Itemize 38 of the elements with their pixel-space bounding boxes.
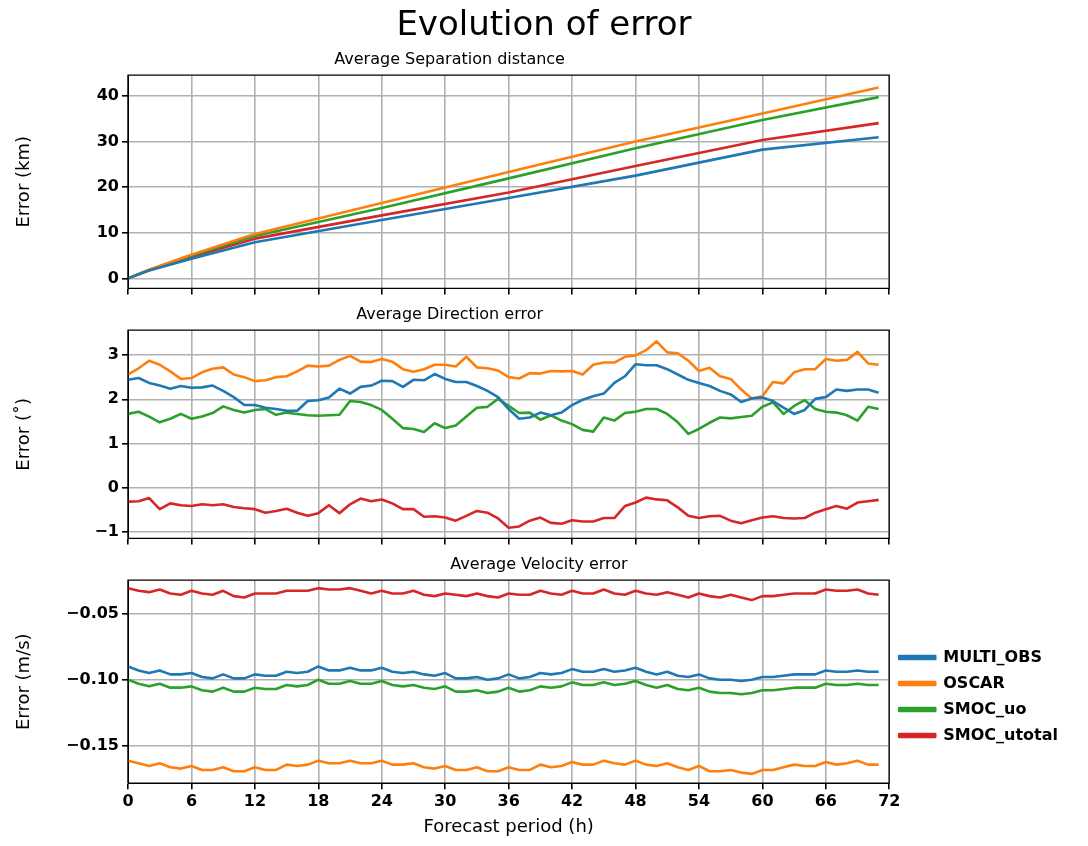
- y-tick-label: −0.05: [66, 602, 119, 622]
- y-tick-label: 40: [96, 84, 119, 104]
- y-tick-label: −0.15: [66, 735, 119, 755]
- x-tick-label: 48: [624, 790, 647, 810]
- y-axis-title: Error (˚): [12, 397, 34, 471]
- chart-title: Average Direction error: [356, 303, 544, 323]
- x-tick-label: 42: [560, 790, 584, 810]
- x-tick-label: 18: [307, 790, 330, 810]
- y-tick-label: 0: [107, 267, 119, 287]
- x-tick-label: 72: [878, 790, 901, 810]
- legend-label: OSCAR: [943, 672, 1005, 692]
- x-tick-label: 66: [814, 790, 837, 810]
- y-tick-label: −0.10: [66, 668, 119, 688]
- x-tick-label: 24: [370, 790, 393, 810]
- x-tick-label: 30: [434, 790, 457, 810]
- legend-label: MULTI_OBS: [943, 646, 1042, 666]
- y-tick-label: 0: [107, 477, 119, 497]
- legend-label: SMOC_utotal: [943, 724, 1058, 744]
- y-tick-label: 2: [107, 388, 119, 408]
- y-tick-label: 10: [96, 221, 119, 241]
- y-tick-label: 20: [96, 176, 119, 196]
- x-axis-title: Forecast period (h): [423, 814, 594, 836]
- x-tick-label: 6: [185, 790, 198, 810]
- x-tick-label: 54: [687, 790, 711, 810]
- y-tick-label: 30: [96, 130, 119, 150]
- x-tick-label: 60: [751, 790, 774, 810]
- text: Evolution of error: [395, 2, 693, 45]
- y-axis-title: Error (m/s): [12, 633, 34, 731]
- y-tick-label: 3: [107, 344, 119, 364]
- y-axis-title: Error (km): [12, 136, 34, 228]
- x-tick-label: 12: [243, 790, 267, 810]
- legend-label: SMOC_uo: [943, 698, 1027, 718]
- y-tick-label: −1: [94, 521, 119, 541]
- y-tick-label: 1: [107, 432, 119, 452]
- chart-title: Average Velocity error: [450, 553, 629, 573]
- x-tick-label: 0: [122, 790, 134, 810]
- x-tick-label: 36: [497, 790, 520, 810]
- chart-title: Average Separation distance: [334, 48, 565, 68]
